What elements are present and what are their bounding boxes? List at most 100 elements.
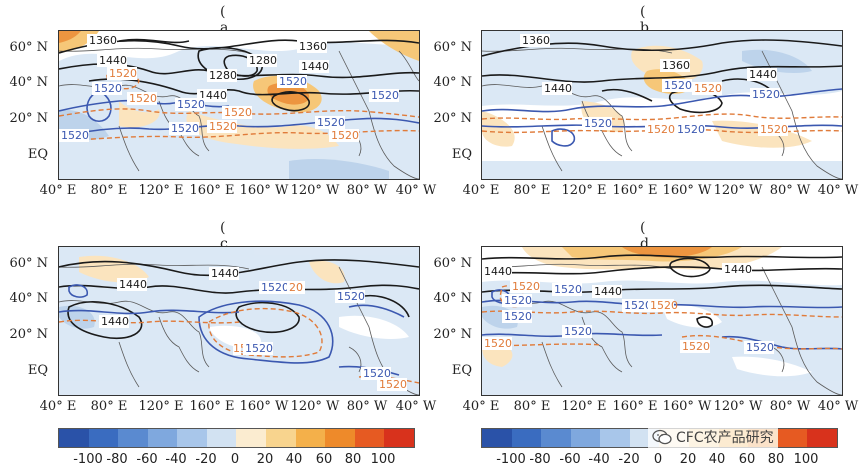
contour-label: 1440 xyxy=(301,60,329,73)
map-panel-c: 1440 1440 1440 1520 20 1520 1520 1520 15… xyxy=(58,246,420,396)
lat-label: 20° N xyxy=(433,327,472,342)
colorbar-swatch xyxy=(777,429,808,447)
lon-label: 160° W xyxy=(239,399,289,414)
contour-label: 1440 xyxy=(544,82,572,95)
contour-label: 20 xyxy=(289,281,303,294)
colorbar-tick: -80 xyxy=(529,452,551,467)
colorbar-tick: -20 xyxy=(618,452,640,467)
colorbar-tick: 60 xyxy=(738,452,756,467)
contour-label: 1520 xyxy=(677,123,705,136)
colorbar-swatch xyxy=(600,429,630,447)
contour-label: 1520 xyxy=(694,82,722,95)
contour-label: 1440 xyxy=(724,263,752,276)
lat-label: 40° N xyxy=(433,75,472,90)
lon-label: 40° W xyxy=(395,399,437,414)
contour-label: 1360 xyxy=(89,34,117,47)
contour-label: 1440 xyxy=(749,68,777,81)
lat-label: EQ xyxy=(27,147,48,162)
contour-label: 1520 xyxy=(363,367,391,380)
lon-label: 160° W xyxy=(662,183,712,198)
contour-label: 1520 xyxy=(337,290,365,303)
colorbar-tick: 60 xyxy=(315,452,333,467)
wechat-icon xyxy=(652,429,672,445)
colorbar-swatch xyxy=(88,429,119,447)
contour-label: 1280 xyxy=(249,54,277,67)
colorbar-swatch xyxy=(384,429,414,447)
contour-label: 1520 xyxy=(650,299,678,312)
contour-label: 1520 xyxy=(371,89,399,102)
lon-label: 120° W xyxy=(290,399,340,414)
colorbar-tick: 100 xyxy=(370,452,396,467)
lon-label: 160° E xyxy=(612,399,658,414)
colorbar-tick: 0 xyxy=(653,452,663,467)
contour-label: 1440 xyxy=(101,315,129,328)
colorbar-swatch xyxy=(807,429,837,447)
colorbar-tick: -100 xyxy=(496,452,526,467)
lon-label: 120° E xyxy=(561,183,607,198)
lon-label: 160° W xyxy=(239,183,289,198)
lat-label: 20° N xyxy=(9,111,48,126)
contour-label: 1520 xyxy=(171,122,199,135)
map-panel-b: 1360 1440 1360 1440 1520 1520 1520 1520 … xyxy=(481,30,843,180)
colorbar-swatch xyxy=(59,429,89,447)
contour-label: 1520 xyxy=(664,79,692,92)
lat-label: 20° N xyxy=(433,111,472,126)
contour-label: 1520 xyxy=(504,310,532,323)
contour-label: 1520 xyxy=(317,116,345,129)
lon-label: 40° E xyxy=(462,399,500,414)
lon-label: 80° E xyxy=(513,183,551,198)
lon-label: 80° W xyxy=(346,183,388,198)
lat-label: EQ xyxy=(451,147,472,162)
contour-label: 1280 xyxy=(209,69,237,82)
contour-label: 1520 xyxy=(224,106,252,119)
contour-label: 1520 xyxy=(245,342,273,355)
contour-label: 1440 xyxy=(594,285,622,298)
contour-label: 1360 xyxy=(522,34,550,47)
contour-label: 1520 xyxy=(584,117,612,130)
contour-label: 1520 xyxy=(61,129,89,142)
watermark: CFC农产品研究 xyxy=(648,426,778,448)
lat-label: 20° N xyxy=(9,327,48,342)
lon-label: 80° E xyxy=(90,183,128,198)
contour-label: 1520 xyxy=(331,129,359,142)
lon-label: 160° E xyxy=(612,183,658,198)
lon-label: 80° E xyxy=(513,399,551,414)
map-panel-a: 1360 1440 1280 1280 1360 1440 1440 1520 … xyxy=(58,30,420,180)
watermark-text: CFC农产品研究 xyxy=(676,430,774,446)
lon-label: 40° E xyxy=(39,399,77,414)
contour-label: 1520 xyxy=(484,337,512,350)
contour-label: 1440 xyxy=(484,265,512,278)
lon-label: 120° W xyxy=(713,183,763,198)
map-svg-d: 1440 1440 1440 1520 1520 1520 1520 1520 … xyxy=(482,247,842,395)
contour-label: 1520 xyxy=(554,283,582,296)
colorbar-tick: -100 xyxy=(73,452,103,467)
contour-label: 1520 xyxy=(682,340,710,353)
colorbar-tick: -40 xyxy=(588,452,610,467)
contour-label: 1520 xyxy=(564,325,592,338)
contour-label: 1520 xyxy=(746,341,774,354)
lon-label: 80° W xyxy=(769,399,811,414)
lon-label: 80° W xyxy=(769,183,811,198)
lon-label: 160° E xyxy=(189,183,235,198)
contour-label: 1520 xyxy=(379,378,407,391)
colorbar-swatch xyxy=(177,429,207,447)
colorbar-tick: -60 xyxy=(559,452,581,467)
contour-label: 1520 xyxy=(279,75,307,88)
contour-label: 1360 xyxy=(299,40,327,53)
map-panel-d: 1440 1440 1440 1520 1520 1520 1520 1520 … xyxy=(481,246,843,396)
lon-label: 80° E xyxy=(90,399,128,414)
colorbar-swatch xyxy=(236,429,267,447)
colorbar-tick: 80 xyxy=(767,452,785,467)
contour-label: 1520 xyxy=(177,98,205,111)
colorbar-tick: 40 xyxy=(285,452,303,467)
lon-label: 120° W xyxy=(290,183,340,198)
lon-label: 160° W xyxy=(662,399,712,414)
contour-label: 1520 xyxy=(647,123,675,136)
lat-label: EQ xyxy=(27,363,48,378)
contour-label: 1520 xyxy=(129,92,157,105)
colorbar-tick: 80 xyxy=(344,452,362,467)
contour-label: 1520 xyxy=(624,299,652,312)
colorbar-swatch xyxy=(354,429,385,447)
lon-label: 40° W xyxy=(817,399,859,414)
colorbar-swatch xyxy=(206,429,237,447)
